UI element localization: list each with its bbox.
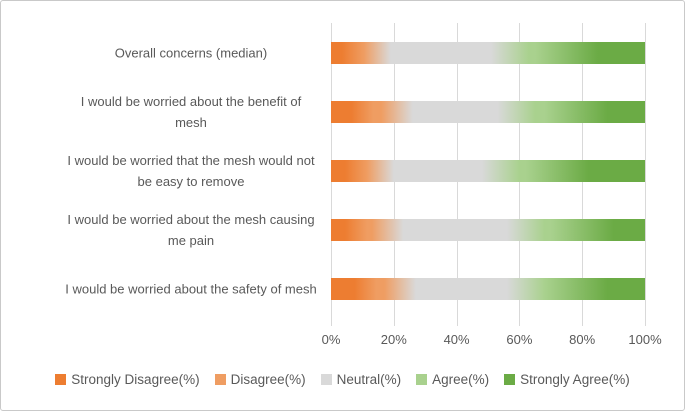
category-label: Overall concerns (median) [114,45,268,61]
x-axis-tick-label: 60% [506,332,533,347]
legend-swatch-icon [416,374,428,385]
legend-label: Strongly Agree(%) [520,372,630,387]
x-axis-tick-label: 20% [380,332,407,347]
legend-label: Agree(%) [432,372,490,387]
category-label: I would be worried about the mesh causin… [67,212,315,248]
x-axis-tick-label: 40% [443,332,470,347]
stacked-bar [331,278,645,300]
category-label: I would be worried about the safety of m… [65,281,317,297]
legend-item: Neutral(%) [320,372,402,387]
category-label: I would be worried that the mesh would n… [67,153,315,189]
legend-label: Neutral(%) [336,372,402,387]
legend-label: Strongly Disagree(%) [71,372,200,387]
legend-item: Strongly Disagree(%) [55,372,200,387]
legend-label: Disagree(%) [230,372,306,387]
legend-swatch-icon [55,374,67,385]
stacked-bar [331,219,645,241]
legend: Strongly Disagree(%) Disagree(%) Neutral(%… [1,372,684,387]
legend-swatch-icon [214,374,226,385]
stacked-bar [331,42,645,64]
legend-swatch-icon [320,374,332,385]
legend-swatch-icon [504,374,516,385]
legend-item: Strongly Agree(%) [504,372,630,387]
legend-item: Disagree(%) [214,372,306,387]
x-axis-tick-label: 80% [569,332,596,347]
stacked-bar [331,101,645,123]
x-axis-tick-label: 0% [321,332,341,347]
legend-item: Agree(%) [416,372,489,387]
stacked-bar [331,160,645,182]
gridline [645,23,646,326]
plot-area [331,23,646,326]
category-label: I would be worried about the benefit of … [80,94,302,130]
x-axis-tick-label: 100% [628,332,662,347]
